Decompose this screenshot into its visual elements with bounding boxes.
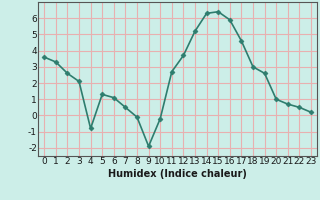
X-axis label: Humidex (Indice chaleur): Humidex (Indice chaleur): [108, 169, 247, 179]
